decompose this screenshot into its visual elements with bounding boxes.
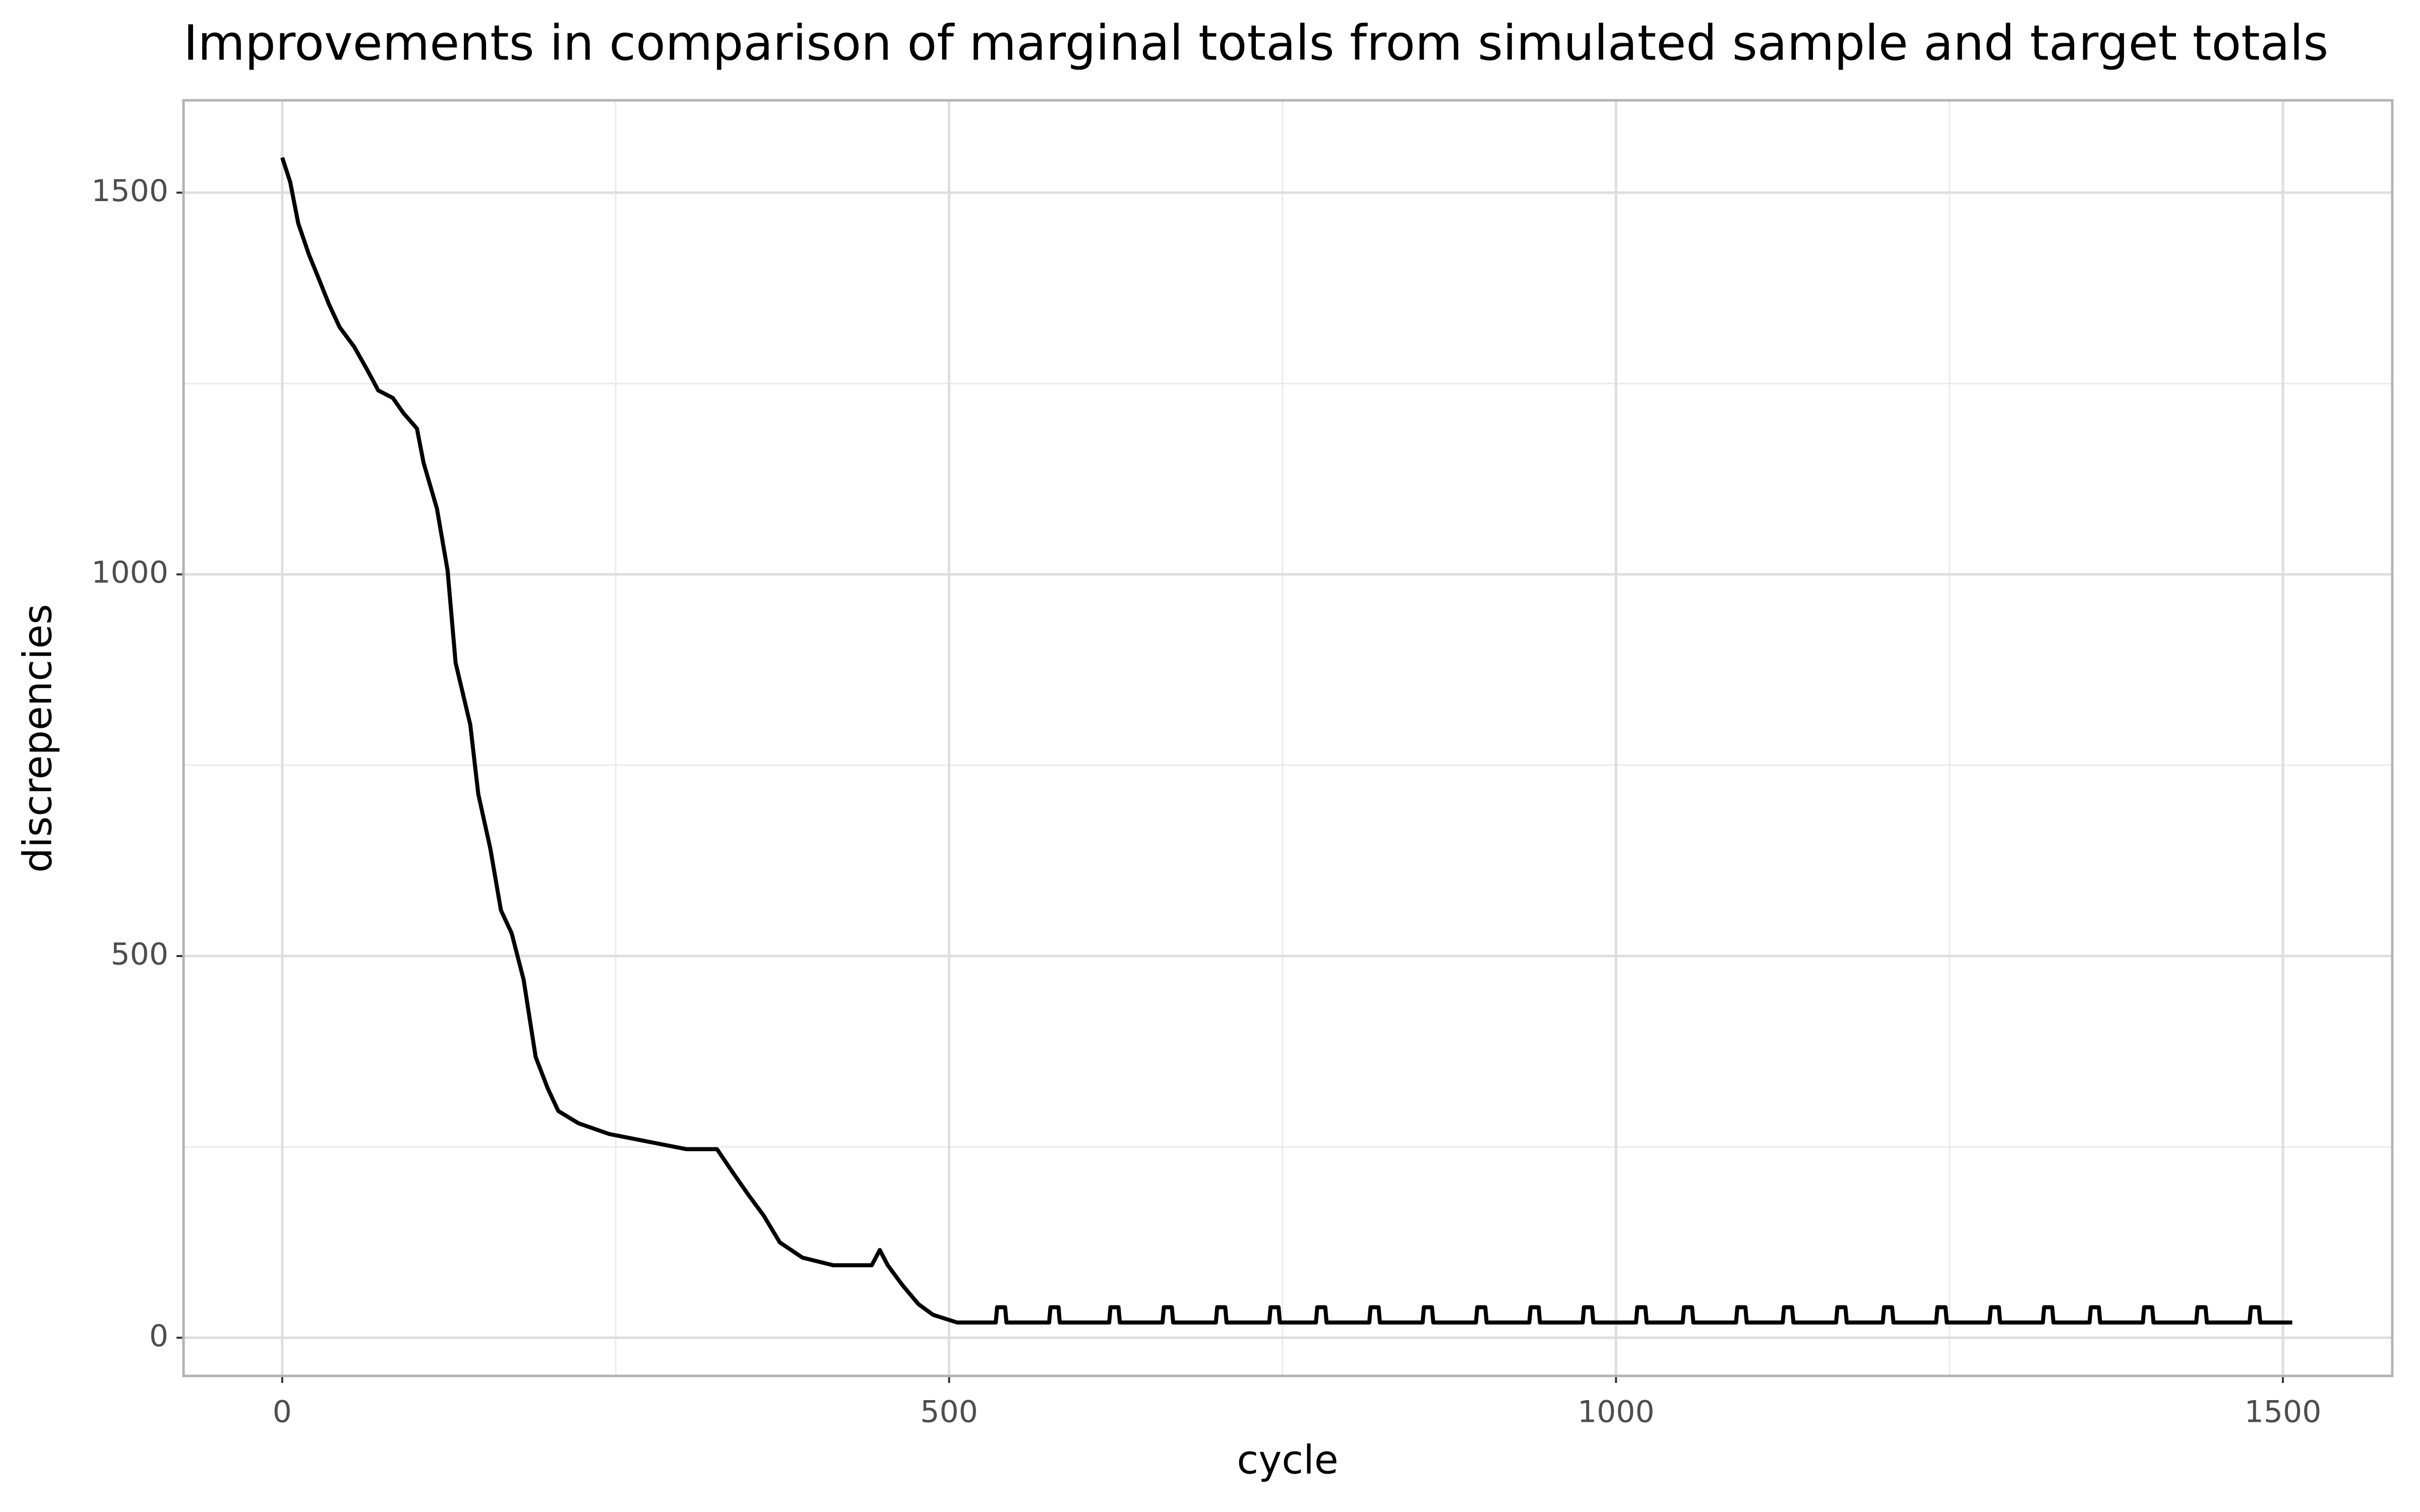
y-tick-label: 500 [110,937,168,972]
x-tick-label: 1500 [2245,1395,2322,1430]
chart-title: Improvements in comparison of marginal t… [184,15,2328,71]
x-axis-label: cycle [1237,1437,1339,1483]
x-tick-label: 500 [920,1395,978,1430]
data-line [280,157,2292,1325]
y-tick-label: 1000 [91,555,168,590]
y-tick-label: 0 [149,1318,168,1354]
x-tick-label: 0 [273,1395,292,1430]
x-tick-label: 1000 [1578,1395,1655,1430]
y-axis-label: discrepencies [15,604,60,872]
y-tick-label: 1500 [91,173,168,209]
panel-border [182,99,2394,1377]
